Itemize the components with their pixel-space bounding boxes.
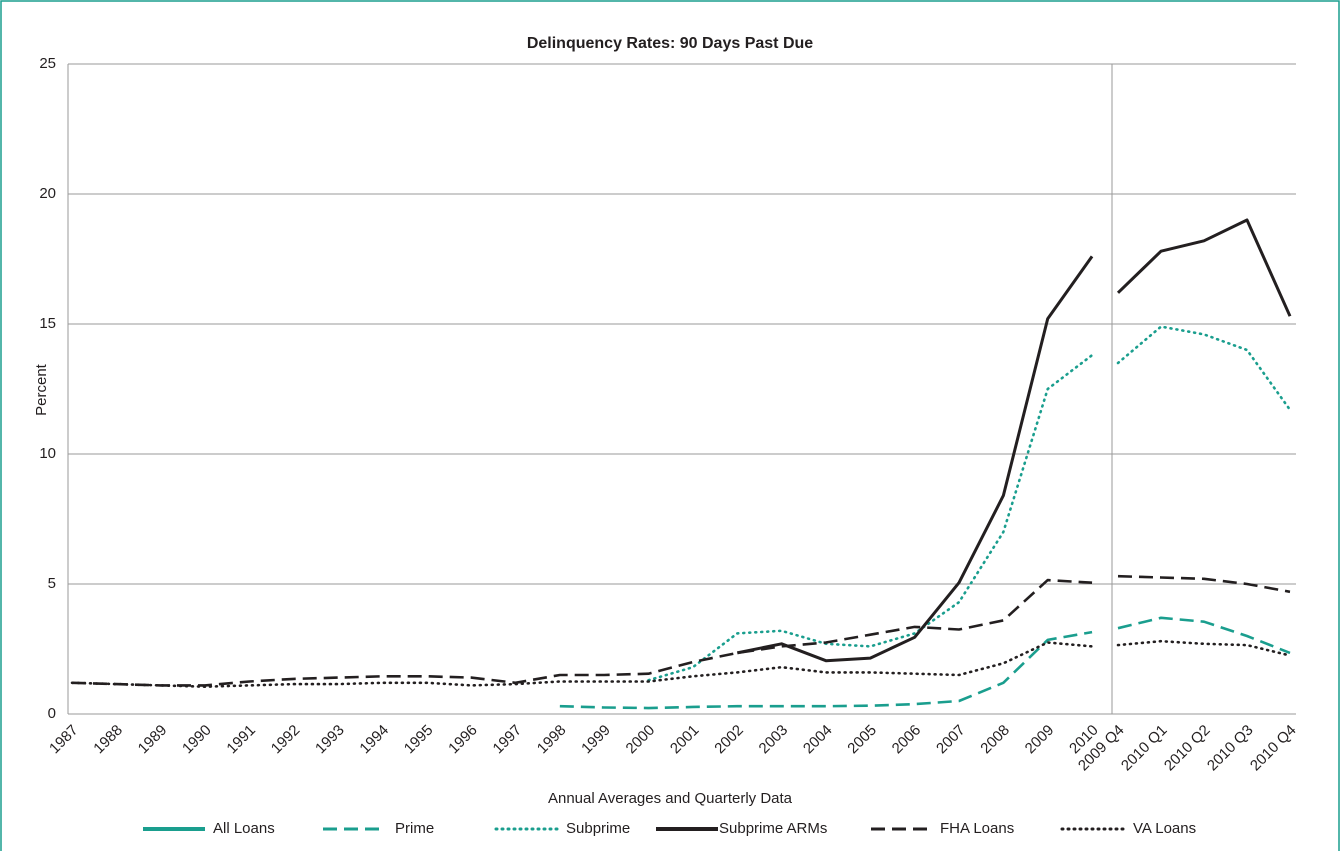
series-line xyxy=(1116,639,1292,657)
x-tick-label: 1995 xyxy=(401,722,437,758)
series-line xyxy=(70,641,1094,688)
x-tick-label: 2002 xyxy=(711,722,747,758)
x-tick-label: 2007 xyxy=(933,722,969,758)
x-tick-label: 2005 xyxy=(844,722,880,758)
legend-label: FHA Loans xyxy=(940,820,1014,837)
series-line xyxy=(1116,325,1292,412)
series-line xyxy=(1117,574,1291,594)
y-tick-label: 25 xyxy=(39,55,56,72)
x-tick-label: 1990 xyxy=(179,722,215,758)
series-line xyxy=(559,630,1093,710)
x-axis-label: Annual Averages and Quarterly Data xyxy=(548,790,793,807)
x-tick-label: 1994 xyxy=(356,722,392,758)
x-tick-label: 1997 xyxy=(490,722,526,758)
y-tick-label: 5 xyxy=(48,575,56,592)
x-tick-label: 2008 xyxy=(977,722,1013,758)
x-tick-label: 1996 xyxy=(445,722,481,758)
y-tick-label: 10 xyxy=(39,445,56,462)
x-tick-label: 1989 xyxy=(135,722,171,758)
x-tick-label: 2000 xyxy=(623,722,659,758)
legend-label: Prime xyxy=(395,820,434,837)
series-line xyxy=(647,353,1094,682)
x-tick-label: 2010 Q1 xyxy=(1118,722,1171,775)
x-tick-label: 2006 xyxy=(889,722,925,758)
series-line xyxy=(1117,616,1291,655)
series-line xyxy=(1116,218,1292,317)
legend-label: VA Loans xyxy=(1133,820,1196,837)
series-line xyxy=(71,578,1093,687)
x-tick-label: 1993 xyxy=(312,722,348,758)
x-tick-label: 1999 xyxy=(578,722,614,758)
legend-label: Subprime ARMs xyxy=(719,820,827,837)
x-tick-label: 2004 xyxy=(800,722,836,758)
y-tick-label: 20 xyxy=(39,185,56,202)
y-tick-label: 0 xyxy=(48,705,56,722)
x-tick-label: 1992 xyxy=(268,722,304,758)
series-line xyxy=(736,255,1094,663)
x-tick-label: 2009 xyxy=(1022,722,1058,758)
legend-label: All Loans xyxy=(213,820,275,837)
x-tick-label: 2010 Q3 xyxy=(1204,722,1257,775)
chart-title: Delinquency Rates: 90 Days Past Due xyxy=(527,35,813,52)
y-axis-label: Percent xyxy=(33,363,50,416)
x-tick-label: 2001 xyxy=(667,722,703,758)
x-tick-label: 2010 Q2 xyxy=(1161,722,1214,775)
x-tick-label: 1998 xyxy=(534,722,570,758)
legend-label: Subprime xyxy=(566,820,630,837)
x-tick-label: 1988 xyxy=(90,722,126,758)
x-tick-label: 1987 xyxy=(46,722,82,758)
x-tick-label: 2003 xyxy=(756,722,792,758)
x-tick-label: 1991 xyxy=(223,722,259,758)
y-tick-label: 15 xyxy=(39,315,56,332)
x-tick-label: 2010 Q4 xyxy=(1247,722,1300,775)
